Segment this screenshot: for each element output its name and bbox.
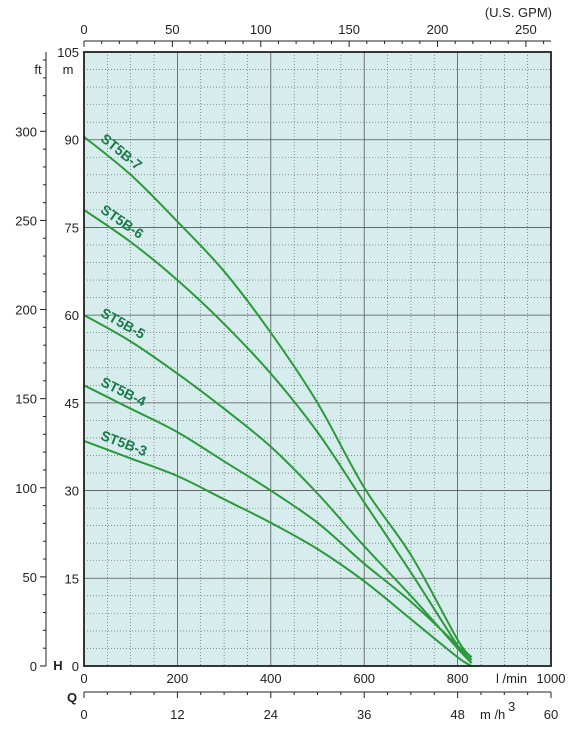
m3h-tick-label: 12 <box>170 707 184 722</box>
m3h-axis-unit-superscript: 3 <box>508 699 515 714</box>
m3h-tick-label: 36 <box>357 707 371 722</box>
plot-border <box>83 51 552 667</box>
plot-background <box>84 52 551 666</box>
lmin-tick-label: 1000 <box>537 671 566 686</box>
m3h-tick-label: 48 <box>450 707 464 722</box>
curve-st5b-7 <box>83 136 473 658</box>
lmin-tick-label: 200 <box>167 671 189 686</box>
m-tick-label: 75 <box>65 220 79 235</box>
ft-axis-unit: ft <box>34 62 42 77</box>
m3h-tick-label: 0 <box>80 707 87 722</box>
m-tick-label: 0 <box>72 659 79 674</box>
curve-st5b-3 <box>83 439 473 667</box>
flow-symbol: Q <box>67 690 77 705</box>
m-tick-label: 60 <box>65 308 79 323</box>
m3h-axis-unit: m /h <box>480 707 505 722</box>
lmin-tick-label: 0 <box>80 671 87 686</box>
ft-tick-label: 0 <box>30 659 37 674</box>
m3h-tick-label: 24 <box>264 707 278 722</box>
gpm-tick-label: 250 <box>515 22 537 37</box>
axes: 0 50 100 150 200 2500501001502002503000153045… <box>15 22 565 722</box>
m-tick-label: 30 <box>65 484 79 499</box>
ft-tick-label: 50 <box>23 570 37 585</box>
plot-area <box>84 52 551 666</box>
m-tick-label: 90 <box>65 133 79 148</box>
m-axis-unit: m <box>63 62 74 77</box>
curve-st5b-4 <box>83 384 473 661</box>
head-symbol: H <box>53 658 62 673</box>
gpm-tick-label: 200 <box>427 22 449 37</box>
lmin-tick-label: 600 <box>353 671 375 686</box>
m-tick-label: 15 <box>65 571 79 586</box>
ft-tick-label: 150 <box>15 392 37 407</box>
ft-tick-label: 200 <box>15 303 37 318</box>
gpm-axis-unit: (U.S. GPM) <box>485 5 552 20</box>
m3h-tick-label: 60 <box>544 707 558 722</box>
lmin-tick-label: 400 <box>260 671 282 686</box>
m-tick-label: 105 <box>57 45 79 60</box>
gpm-tick-label: 0 <box>80 22 87 37</box>
gpm-tick-label: 50 <box>165 22 179 37</box>
ft-tick-label: 250 <box>15 213 37 228</box>
ft-tick-label: 300 <box>15 124 37 139</box>
m-tick-label: 45 <box>65 396 79 411</box>
ft-tick-label: 100 <box>15 481 37 496</box>
gpm-tick-label: 100 <box>250 22 272 37</box>
lmin-axis-unit: l /min <box>496 671 527 686</box>
lmin-tick-label: 800 <box>447 671 469 686</box>
gpm-tick-label: 150 <box>338 22 360 37</box>
curve-st5b-6 <box>83 209 473 664</box>
